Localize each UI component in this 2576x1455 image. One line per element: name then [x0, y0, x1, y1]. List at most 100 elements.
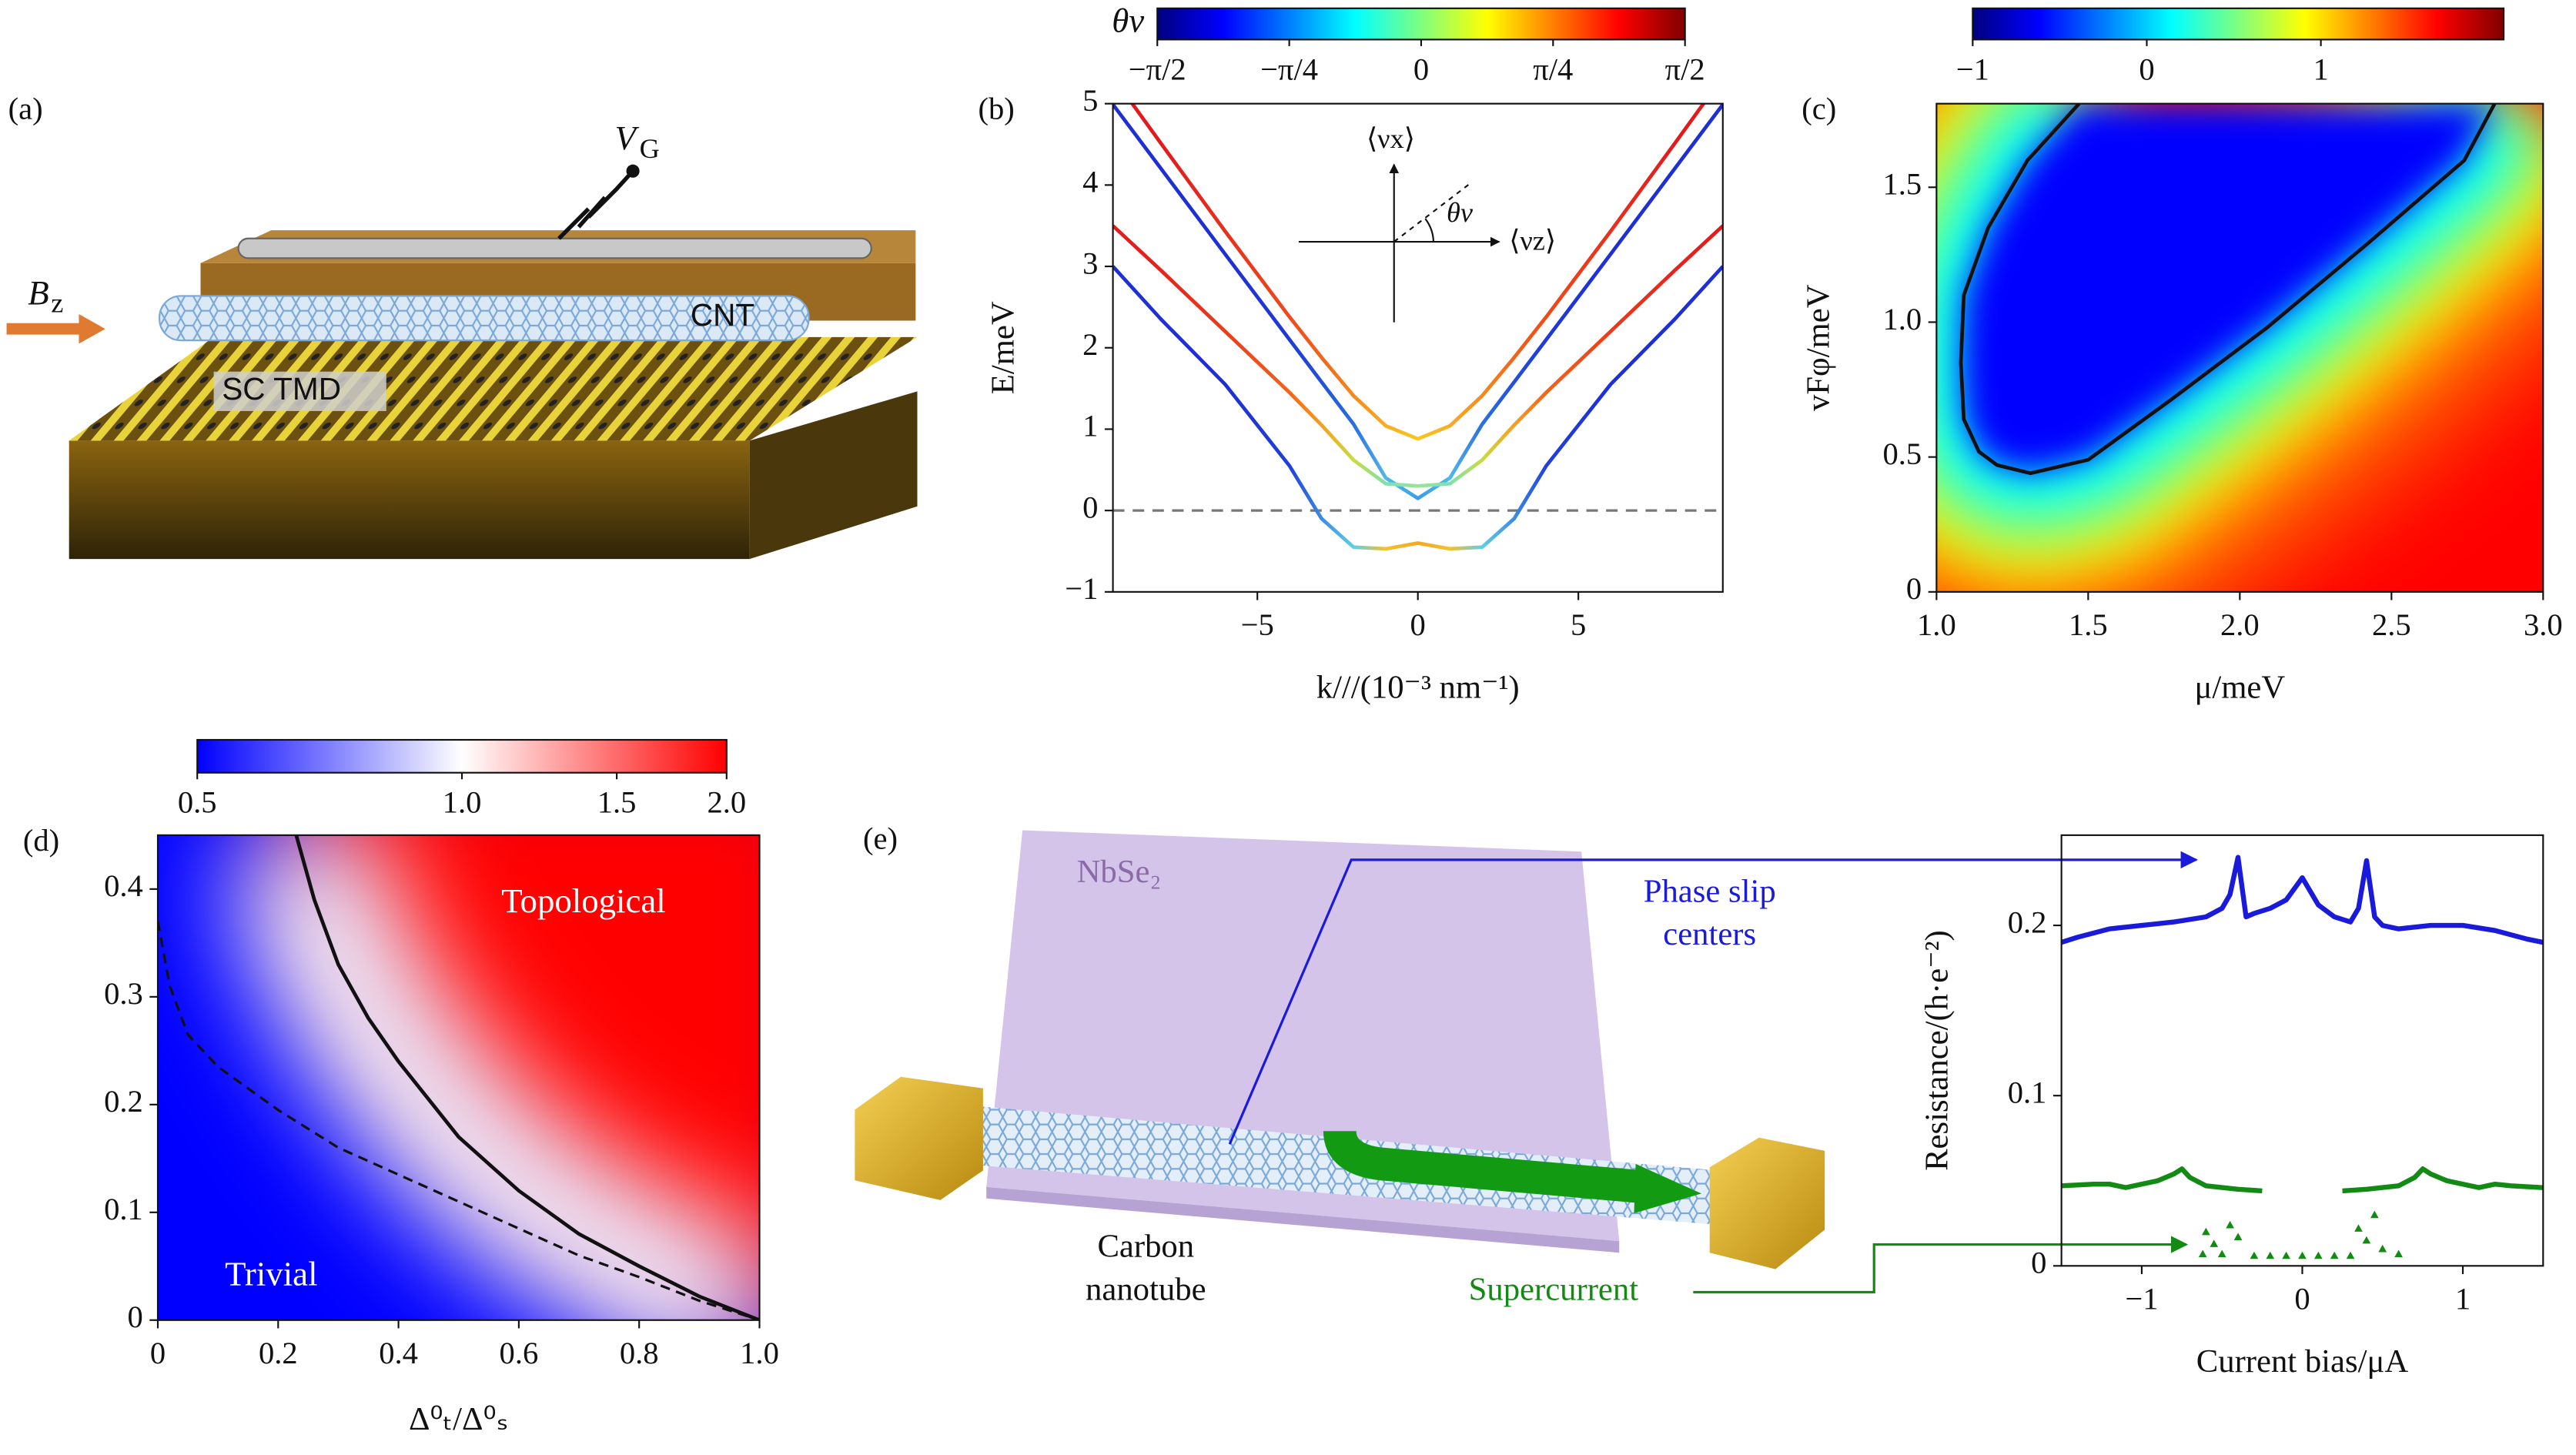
data-point [2298, 1251, 2307, 1259]
data-line [2061, 1166, 2544, 1194]
data-line [2061, 855, 2544, 945]
heatmap [1936, 103, 2544, 592]
panel-label: (c) [1802, 92, 1836, 126]
colorbar [1972, 7, 2505, 41]
data-point [2354, 1224, 2363, 1232]
cnt-label: CNT [691, 297, 754, 333]
y-tick-label: 4 [1082, 165, 1098, 199]
plot-frame [156, 834, 761, 1321]
y-tick-label: 0 [127, 1299, 142, 1334]
colorbar-label: θν [1112, 1, 1144, 39]
y-tick-label: 0 [1906, 571, 1922, 606]
x-tick-label: 0.6 [500, 1336, 539, 1370]
data-point [2282, 1251, 2290, 1259]
data-point [2233, 1233, 2243, 1240]
y-tick-label: 0.1 [104, 1192, 143, 1226]
x-axis-label: k///(10⁻³ nm⁻¹) [1316, 670, 1520, 706]
y-tick-label: 0.5 [1882, 436, 1922, 471]
gate-label: V [615, 119, 640, 157]
annotation: Topological [501, 881, 665, 920]
y-tick-label: 0.3 [104, 976, 143, 1011]
panel-label: (a) [8, 92, 43, 126]
data-point [2313, 1251, 2323, 1259]
colorbar [196, 738, 728, 774]
y-axis-label: vFφ/meV [1801, 284, 1837, 411]
data-point [2362, 1236, 2371, 1244]
y-axis-label: Resistance/(h·e⁻²) [1919, 930, 1955, 1171]
colorbar-tick-label: −π/2 [1129, 52, 1186, 86]
panel-label: (d) [23, 823, 59, 858]
data-point [2266, 1251, 2275, 1259]
x-axis-label: Δ⁰ₜ/Δ⁰ₛ [409, 1401, 509, 1437]
tube-label: nanotube [1086, 1271, 1206, 1307]
x-tick-label: 0 [2294, 1282, 2310, 1316]
colorbar-tick-label: π/2 [1665, 52, 1705, 86]
data-point [2202, 1227, 2210, 1236]
plot-frame [2060, 834, 2544, 1267]
panel-label: (e) [863, 821, 898, 856]
data-point [2226, 1220, 2234, 1229]
colorbar-tick-label: 0 [2139, 52, 2154, 86]
contour-line [1959, 103, 2497, 476]
data-line [1112, 265, 1723, 551]
y-axis-label: E/meV [985, 301, 1022, 394]
y-tick-label: 0 [2031, 1246, 2046, 1280]
heatmap [157, 835, 760, 1320]
data-line [1112, 103, 1723, 500]
colorbar-tick-label: 1 [2313, 52, 2328, 86]
x-tick-label: 3.0 [2524, 607, 2563, 642]
data-point [2250, 1251, 2259, 1259]
y-tick-label: 1 [1082, 409, 1098, 443]
plot-frame [1112, 102, 1724, 593]
colorbar-tick-label: 2.0 [707, 785, 746, 820]
x-tick-label: 0.8 [620, 1336, 659, 1370]
colorbar-tick-label: 1.0 [443, 785, 482, 820]
inset-direction [1393, 182, 1472, 242]
y-tick-label: −1 [1065, 571, 1098, 606]
data-point [2217, 1249, 2226, 1258]
data-point [2198, 1249, 2207, 1258]
colorbar-tick-label: −1 [1956, 52, 1989, 86]
inset-label: ⟨νz⟩ [1509, 225, 1556, 256]
y-tick-label: 0.1 [2008, 1075, 2047, 1109]
field-label-sub: z [51, 288, 63, 319]
field-label: B [28, 273, 49, 312]
colorbar-tick-label: 0 [1413, 52, 1429, 86]
inset-label: θν [1447, 197, 1474, 228]
phase-slip-label: centers [1663, 916, 1756, 952]
contour-line [157, 921, 760, 1320]
y-tick-label: 0.2 [2008, 905, 2047, 939]
inset-label: ⟨νx⟩ [1367, 123, 1415, 154]
nanotube-illustration: (e) NbSe₂ Phase slip centers Carbon nano… [855, 821, 2198, 1307]
colorbar-tick-label: 0.5 [178, 785, 217, 820]
gate-label-sub: G [640, 133, 660, 164]
y-tick-label: 1.5 [1882, 167, 1922, 202]
y-tick-label: 3 [1082, 246, 1098, 280]
y-tick-label: 2 [1082, 327, 1098, 362]
y-tick-label: 1.0 [1882, 302, 1922, 336]
x-tick-label: 0.2 [259, 1336, 298, 1370]
x-tick-label: 1.0 [1917, 607, 1956, 642]
x-tick-label: −1 [2125, 1282, 2158, 1316]
data-point [2378, 1244, 2387, 1253]
x-tick-label: −5 [1241, 607, 1274, 642]
colorbar [1156, 7, 1686, 41]
x-tick-label: 0.4 [379, 1336, 418, 1370]
plot-area [1112, 103, 1723, 551]
current-label: Supercurrent [1469, 1271, 1639, 1307]
inset-angle [1424, 218, 1435, 242]
x-axis-label: Current bias/μA [2196, 1343, 2409, 1380]
panel-label: (b) [978, 92, 1014, 126]
y-tick-label: 5 [1082, 83, 1098, 118]
phase-slip-label: Phase slip [1644, 874, 1776, 910]
data-point [2210, 1239, 2219, 1247]
y-tick-label: 0 [1082, 490, 1098, 524]
data-point [2330, 1251, 2339, 1259]
plot-frame [1935, 102, 2544, 593]
data-point [2394, 1249, 2403, 1258]
colorbar-tick-label: −π/4 [1260, 52, 1318, 86]
y-tick-label: 0.2 [104, 1084, 143, 1119]
x-tick-label: 1.5 [2069, 607, 2108, 642]
